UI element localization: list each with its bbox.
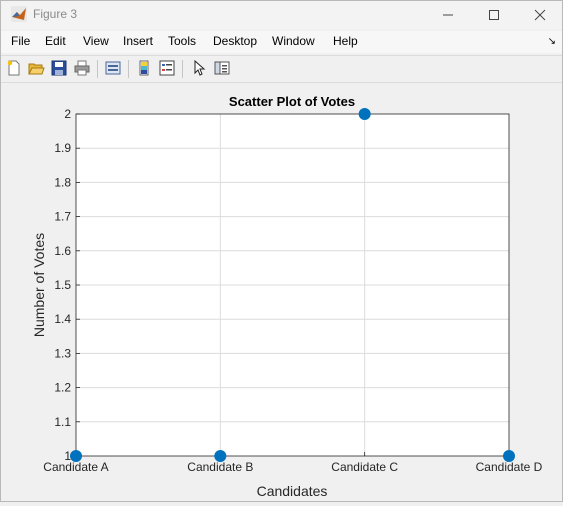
figure-toolbar bbox=[1, 55, 562, 83]
data-point[interactable] bbox=[214, 450, 227, 462]
pointer-icon[interactable] bbox=[190, 59, 208, 77]
menu-file[interactable]: File bbox=[11, 34, 31, 48]
menu-window[interactable]: Window bbox=[272, 34, 315, 48]
menu-tools[interactable]: Tools bbox=[168, 34, 197, 48]
window-title: Figure 3 bbox=[33, 7, 78, 21]
colorbar-icon[interactable] bbox=[135, 59, 153, 77]
menu-view[interactable]: View bbox=[83, 34, 109, 48]
menu-desktop[interactable]: Desktop bbox=[213, 34, 258, 48]
save-icon[interactable] bbox=[50, 59, 68, 77]
menu-bar: File Edit View Insert Tools Desktop Wind… bbox=[1, 31, 562, 53]
y-axis-label: Number of Votes bbox=[31, 233, 47, 337]
scatter-chart[interactable]: 1 1.1 1.2 1.3 1.4 1.5 1.6 1.7 1.8 1.9 2 Candidate … bbox=[1, 83, 562, 501]
data-point[interactable] bbox=[70, 450, 82, 462]
matlab-logo-icon bbox=[11, 6, 27, 22]
data-point[interactable] bbox=[503, 450, 515, 462]
y-tick-labels: 1 1.1 1.2 1.3 1.4 1.5 1.6 1.7 1.8 1.9 2 bbox=[54, 107, 80, 463]
x-tick-label: Candidate D bbox=[476, 460, 543, 474]
print-icon[interactable] bbox=[73, 59, 91, 77]
y-tick-label: 1.9 bbox=[54, 141, 71, 155]
y-tick-label: 1.2 bbox=[54, 381, 71, 395]
y-tick-label: 1.3 bbox=[54, 346, 71, 360]
link-plot-icon[interactable] bbox=[104, 59, 122, 77]
horizontal-gridlines bbox=[76, 147, 509, 423]
y-tick-label: 1.5 bbox=[54, 278, 71, 292]
close-button[interactable] bbox=[517, 1, 563, 29]
maximize-button[interactable] bbox=[471, 1, 517, 29]
x-tick-label: Candidate B bbox=[187, 460, 253, 474]
data-point[interactable] bbox=[358, 108, 371, 120]
y-tick-label: 1.8 bbox=[54, 175, 71, 189]
x-axis-label: Candidates bbox=[257, 483, 328, 499]
legend-icon[interactable] bbox=[158, 59, 176, 77]
y-tick-label: 1.7 bbox=[54, 210, 71, 224]
maximize-icon bbox=[489, 10, 499, 20]
open-file-icon[interactable] bbox=[27, 59, 45, 77]
y-tick-label: 1.1 bbox=[54, 415, 71, 429]
y-tick-label: 1.4 bbox=[54, 312, 71, 326]
property-inspector-icon[interactable] bbox=[213, 59, 231, 77]
chart-title: Scatter Plot of Votes bbox=[229, 94, 355, 109]
data-points bbox=[70, 108, 515, 462]
x-tick-labels: Candidate A Candidate B Candidate C Candida… bbox=[43, 452, 543, 474]
toolbar-separator bbox=[97, 60, 98, 78]
menu-insert[interactable]: Insert bbox=[123, 34, 154, 48]
menu-edit[interactable]: Edit bbox=[45, 34, 66, 48]
close-icon bbox=[534, 9, 546, 21]
x-tick-label: Candidate C bbox=[331, 460, 398, 474]
minimize-button[interactable] bbox=[425, 1, 471, 29]
menu-help[interactable]: Help bbox=[333, 34, 358, 48]
toolbar-separator bbox=[128, 60, 129, 78]
minimize-icon bbox=[443, 14, 453, 16]
y-tick-label: 1.6 bbox=[54, 244, 71, 258]
toolbar-separator bbox=[182, 60, 183, 78]
menu-dock-arrow-icon[interactable]: ↘ bbox=[547, 36, 556, 47]
new-figure-icon[interactable] bbox=[5, 59, 23, 77]
title-bar: Figure 3 bbox=[1, 1, 562, 29]
y-tick-label: 1 bbox=[64, 449, 71, 463]
figure-canvas: 1 1.1 1.2 1.3 1.4 1.5 1.6 1.7 1.8 1.9 2 Candidate … bbox=[1, 83, 562, 501]
x-tick-label: Candidate A bbox=[43, 460, 108, 474]
y-tick-label: 2 bbox=[64, 107, 71, 121]
